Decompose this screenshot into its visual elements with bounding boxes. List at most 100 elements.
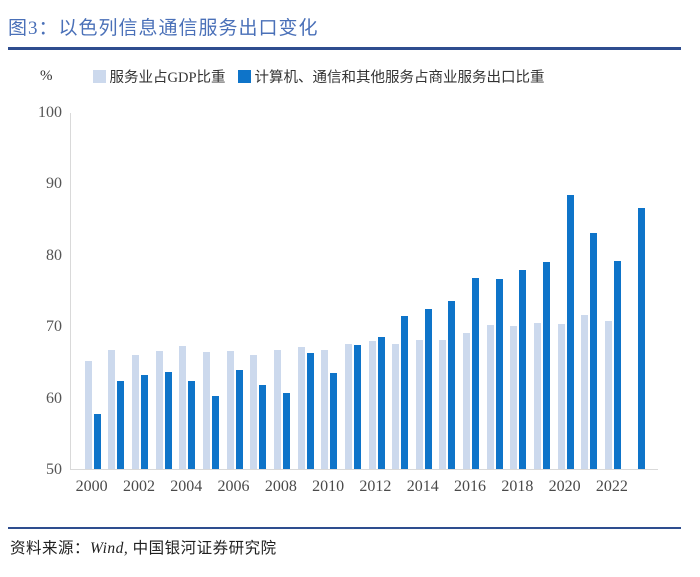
x-tick-label-2022: 2022 xyxy=(595,478,628,495)
source-prefix: 资料来源： xyxy=(10,540,91,557)
bar-group-2017 xyxy=(483,113,507,469)
y-tick-label-100: 100 xyxy=(38,104,62,121)
plot-area xyxy=(70,113,658,470)
chart-legend: 服务业占GDP比重 计算机、通信和其他服务占商业服务出口比重 xyxy=(92,66,545,87)
bar-group-2003 xyxy=(152,113,176,469)
y-tick-label-50: 50 xyxy=(46,461,62,478)
bar-ict-exports-2011 xyxy=(353,344,361,469)
legend-item-services-gdp: 服务业占GDP比重 xyxy=(92,66,226,87)
bar-services-gdp-2001 xyxy=(108,350,116,469)
bar-services-gdp-2008 xyxy=(273,350,281,469)
bar-services-gdp-2006 xyxy=(226,351,234,469)
chart-header: % 服务业占GDP比重 计算机、通信和其他服务占商业服务出口比重 xyxy=(40,66,690,87)
bar-ict-exports-2016 xyxy=(472,277,480,469)
bar-services-gdp-2021 xyxy=(581,314,589,469)
bar-services-gdp-2020 xyxy=(557,324,565,469)
bar-ict-exports-2020 xyxy=(566,194,574,469)
bar-services-gdp-2019 xyxy=(533,323,541,469)
bar-group-2005 xyxy=(199,113,223,469)
x-axis-labels: 2000 2002 2004 2006 2008 2010 2012 2014 2016 2018… xyxy=(68,478,636,496)
footer-source: 资料来源：Wind, 中国银河证券研究院 xyxy=(10,536,277,558)
bar-ict-exports-2000 xyxy=(93,414,101,469)
bar-group-2004 xyxy=(176,113,200,469)
bar-ict-exports-2010 xyxy=(330,373,338,469)
y-tick-label-80: 80 xyxy=(46,246,62,264)
x-tick-label-2008: 2008 xyxy=(264,478,297,495)
bar-ict-exports-2022 xyxy=(613,260,621,469)
bar-ict-exports-2018 xyxy=(519,269,527,469)
legend-item-ict-exports: 计算机、通信和其他服务占商业服务出口比重 xyxy=(237,66,545,87)
bar-group-2002 xyxy=(128,113,152,469)
bar-group-2006 xyxy=(223,113,247,469)
x-tick-label-2006: 2006 xyxy=(217,478,250,495)
bar-ict-exports-2001 xyxy=(117,381,125,469)
bar-services-gdp-2014 xyxy=(415,339,423,469)
bar-ict-exports-2017 xyxy=(495,279,503,469)
bar-row xyxy=(81,113,649,469)
bar-group-2000 xyxy=(81,113,105,469)
bar-group-2001 xyxy=(105,113,129,469)
y-tick-label-90: 90 xyxy=(46,175,62,193)
y-tick-label-60: 60 xyxy=(46,389,62,407)
bar-ict-exports-2003 xyxy=(164,371,172,469)
bar-services-gdp-2009 xyxy=(297,346,305,469)
bar-group-2011 xyxy=(341,113,365,469)
bar-ict-exports-2006 xyxy=(235,370,243,469)
bar-group-2010 xyxy=(317,113,341,469)
bar-services-gdp-2004 xyxy=(179,346,187,469)
bar-services-gdp-2005 xyxy=(203,351,211,469)
legend-swatch-ict-exports xyxy=(237,70,251,83)
bar-group-2009 xyxy=(294,113,318,469)
footer-divider xyxy=(8,527,681,529)
bar-group-2014 xyxy=(412,113,436,469)
x-tick-label-2018: 2018 xyxy=(501,478,534,495)
x-tick-label-2010: 2010 xyxy=(312,478,345,495)
x-tick-label-2020: 2020 xyxy=(548,478,581,495)
source-wind: Wind, xyxy=(90,540,133,557)
x-tick-label-2014: 2014 xyxy=(406,478,439,495)
bar-services-gdp-2007 xyxy=(250,354,258,469)
bar-group-2008 xyxy=(270,113,294,469)
bar-ict-exports-2023 xyxy=(637,208,645,469)
y-axis-labels: 100 90 80 70 60 50 xyxy=(0,104,62,478)
bar-group-2020 xyxy=(554,113,578,469)
bar-ict-exports-2004 xyxy=(188,381,196,469)
bar-group-2015 xyxy=(436,113,460,469)
bar-ict-exports-2005 xyxy=(212,396,220,469)
bar-services-gdp-2016 xyxy=(463,333,471,469)
bar-group-2016 xyxy=(459,113,483,469)
bar-services-gdp-2017 xyxy=(486,324,494,469)
bar-services-gdp-2010 xyxy=(321,349,329,469)
bar-ict-exports-2009 xyxy=(306,353,314,469)
bar-group-2018 xyxy=(507,113,531,469)
bar-group-2012 xyxy=(365,113,389,469)
bar-group-2022 xyxy=(601,113,625,469)
bar-ict-exports-2014 xyxy=(424,309,432,469)
x-tick-label-2000: 2000 xyxy=(75,478,108,495)
bar-services-gdp-2002 xyxy=(132,354,140,469)
legend-label-ict-exports: 计算机、通信和其他服务占商业服务出口比重 xyxy=(254,70,545,86)
bar-services-gdp-2018 xyxy=(510,325,518,469)
y-axis-unit-label: % xyxy=(40,68,53,84)
bar-services-gdp-2003 xyxy=(155,351,163,469)
bar-ict-exports-2019 xyxy=(542,261,550,469)
bar-ict-exports-2013 xyxy=(401,316,409,469)
bar-ict-exports-2021 xyxy=(590,233,598,469)
title-divider xyxy=(8,47,681,50)
bar-group-2013 xyxy=(388,113,412,469)
source-institution: 中国银河证券研究院 xyxy=(132,540,277,557)
legend-label-services-gdp: 服务业占GDP比重 xyxy=(109,70,226,86)
y-tick-label-70: 70 xyxy=(46,318,62,336)
bar-services-gdp-2015 xyxy=(439,339,447,469)
x-tick-label-2004: 2004 xyxy=(170,478,203,495)
bar-ict-exports-2012 xyxy=(377,336,385,469)
bar-ict-exports-2008 xyxy=(282,393,290,469)
x-tick-label-2012: 2012 xyxy=(359,478,392,495)
x-tick-label-2016: 2016 xyxy=(454,478,487,495)
bar-group-2019 xyxy=(530,113,554,469)
bar-services-gdp-2000 xyxy=(84,361,92,469)
x-tick-label-2002: 2002 xyxy=(122,478,155,495)
bar-group-2021 xyxy=(577,113,601,469)
legend-swatch-services-gdp xyxy=(92,70,106,83)
